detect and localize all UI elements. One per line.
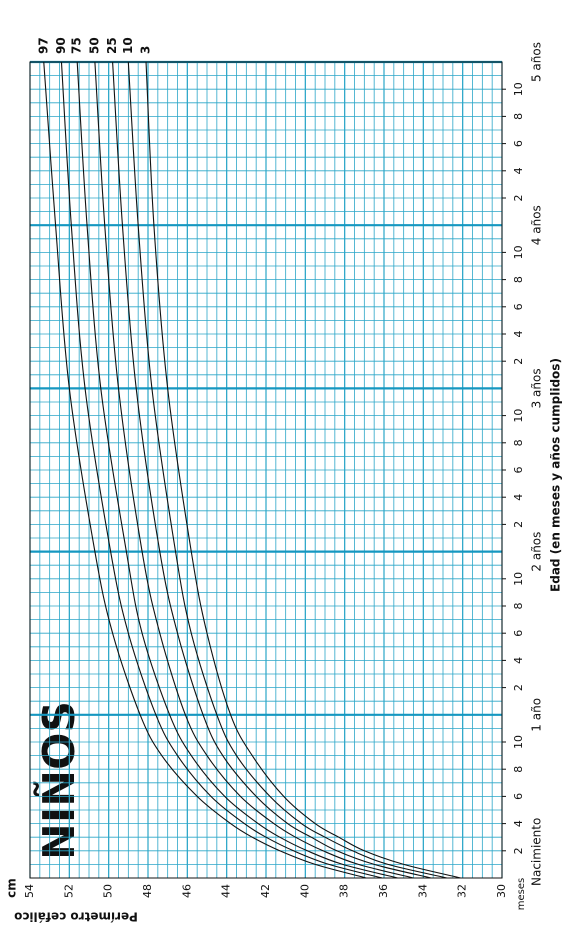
x-tick-label: 10 [512, 245, 525, 259]
x-unit: meses [516, 878, 527, 910]
percentile-line [145, 61, 461, 879]
x-tick-label: 10 [512, 82, 525, 96]
x-tick-label: 2 [512, 195, 525, 202]
x-tick-label: 6 [512, 630, 525, 637]
x-tick-label: 10 [512, 735, 525, 749]
chart-title: NIÑOS [32, 701, 85, 860]
y-tick-label: 38 [338, 884, 351, 898]
year-label: 2 años [530, 532, 544, 572]
x-tick-label: 6 [512, 140, 525, 147]
series-label: 25 [105, 37, 119, 54]
x-tick-label: 8 [512, 766, 525, 773]
percentile-line [60, 61, 383, 879]
x-tick-label: 6 [512, 303, 525, 310]
x-tick-label: 8 [512, 603, 525, 610]
series-label: 90 [54, 37, 68, 54]
y-tick-label: 48 [141, 884, 154, 898]
x-tick-label: 8 [512, 113, 525, 120]
series-label: 50 [87, 37, 101, 54]
series-label: 75 [70, 37, 84, 54]
x-tick-label: 2 [512, 358, 525, 365]
y-tick-label: 54 [23, 884, 36, 898]
y-tick-label: 40 [298, 884, 311, 898]
x-tick-label: 4 [512, 820, 525, 827]
y-tick-label: 32 [456, 884, 469, 898]
percentile-line [127, 61, 448, 879]
y-tick-label: 34 [416, 884, 429, 898]
y-tick-label: 30 [495, 884, 508, 898]
year-label: 4 años [530, 205, 544, 245]
percentile-line [43, 61, 367, 879]
percentile-line [76, 61, 398, 879]
year-label: 1 año [530, 698, 544, 732]
x-tick-label: 4 [512, 331, 525, 338]
y-tick-label: 44 [220, 884, 233, 898]
series-label: 97 [36, 37, 50, 54]
y-tick-label: 50 [102, 884, 115, 898]
x-tick-label: 2 [512, 684, 525, 691]
x-tick-label: 8 [512, 276, 525, 283]
y-tick-label: 42 [259, 884, 272, 898]
x-tick-label: 6 [512, 467, 525, 474]
x-tick-label: 10 [512, 572, 525, 586]
x-tick-label: 6 [512, 793, 525, 800]
year-label: 3 años [530, 368, 544, 408]
y-unit: cm [5, 878, 19, 898]
year-label: 5 años [530, 42, 544, 82]
series-label: 10 [121, 37, 135, 54]
x-tick-label: 10 [512, 409, 525, 423]
plot-border [29, 61, 503, 879]
x-tick-label: 4 [512, 657, 525, 664]
series-label: 3 [139, 46, 153, 54]
x-start-label: Nacimiento [530, 818, 544, 886]
x-tick-label: 8 [512, 439, 525, 446]
x-tick-label: 2 [512, 521, 525, 528]
y-tick-label: 52 [62, 884, 75, 898]
y-tick-label: 36 [377, 884, 390, 898]
y-axis-label: Perímetro cefálico [14, 910, 138, 924]
x-tick-label: 2 [512, 847, 525, 854]
y-tick-label: 46 [180, 884, 193, 898]
x-tick-label: 4 [512, 167, 525, 174]
chart-body: NIÑOS cm Perímetro cefálico Edad (en mes… [5, 37, 563, 923]
x-tick-label: 4 [512, 494, 525, 501]
percentile-line [94, 61, 414, 879]
x-axis-label: Edad (en meses y años cumplidos) [549, 358, 563, 592]
percentile-line [112, 61, 432, 879]
